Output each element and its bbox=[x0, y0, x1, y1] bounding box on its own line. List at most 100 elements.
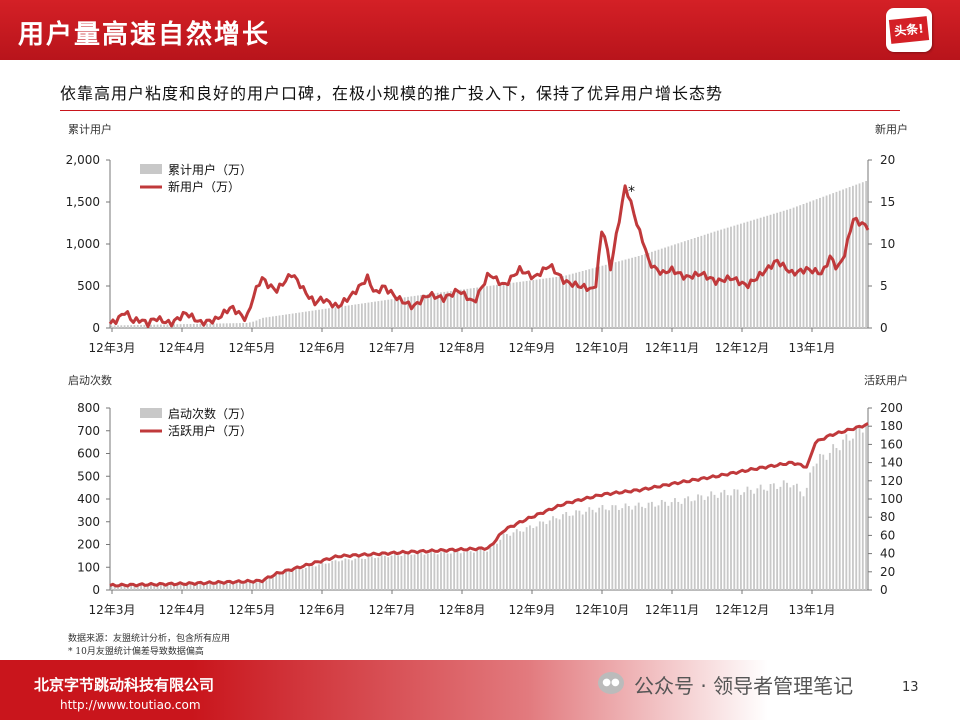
bar bbox=[654, 250, 657, 328]
bar bbox=[492, 544, 495, 590]
bar bbox=[680, 242, 683, 328]
bar bbox=[753, 493, 755, 590]
bar bbox=[374, 301, 376, 328]
bar bbox=[736, 489, 739, 590]
bar bbox=[522, 281, 525, 328]
bar bbox=[235, 323, 238, 328]
bar bbox=[113, 585, 116, 590]
bar bbox=[522, 531, 525, 590]
bar bbox=[364, 559, 367, 590]
page-number: 13 bbox=[902, 680, 919, 695]
bar bbox=[443, 551, 446, 590]
bar bbox=[202, 583, 205, 590]
bar bbox=[512, 532, 515, 590]
bar bbox=[232, 323, 235, 328]
bar bbox=[562, 276, 564, 328]
bar bbox=[189, 584, 192, 590]
bar bbox=[812, 200, 815, 328]
right-tick-label: 120 bbox=[880, 474, 903, 488]
left-tick-label: 300 bbox=[77, 515, 100, 529]
legend-line-label: 活跃用户（万） bbox=[168, 423, 252, 438]
bar bbox=[509, 283, 512, 328]
bar bbox=[627, 506, 630, 590]
bar bbox=[542, 521, 545, 590]
bar bbox=[314, 566, 317, 590]
x-tick-label: 13年1月 bbox=[789, 341, 836, 355]
bar bbox=[822, 196, 825, 328]
left-tick-label: 0 bbox=[92, 321, 100, 335]
bar bbox=[380, 555, 383, 590]
bar bbox=[456, 290, 459, 328]
right-tick-label: 200 bbox=[880, 401, 903, 415]
bar bbox=[604, 509, 607, 590]
bar bbox=[799, 205, 802, 328]
left-axis-label: 启动次数 bbox=[68, 373, 112, 387]
bar bbox=[611, 263, 614, 328]
bar bbox=[650, 501, 653, 590]
bar bbox=[288, 571, 291, 590]
website-link[interactable]: http://www.toutiao.com bbox=[60, 698, 201, 712]
bar bbox=[660, 248, 663, 328]
bar bbox=[113, 325, 116, 328]
bar bbox=[637, 256, 640, 328]
page-title: 用户量高速自然增长 bbox=[18, 20, 271, 50]
bar bbox=[713, 494, 716, 590]
right-axis-label: 活跃用户 bbox=[864, 373, 908, 387]
bar bbox=[641, 255, 643, 328]
left-tick-label: 2,000 bbox=[66, 153, 100, 167]
bar bbox=[703, 499, 706, 590]
bar bbox=[479, 549, 482, 590]
bar bbox=[660, 499, 663, 590]
bar bbox=[525, 280, 528, 328]
bar bbox=[110, 325, 113, 328]
bar bbox=[449, 553, 452, 590]
bar bbox=[159, 324, 162, 328]
bar bbox=[153, 324, 156, 328]
right-tick-label: 100 bbox=[880, 492, 903, 506]
bar bbox=[512, 282, 515, 328]
legend-bar-swatch bbox=[140, 408, 162, 418]
bar bbox=[815, 199, 818, 328]
bar bbox=[295, 569, 297, 590]
bar bbox=[354, 304, 357, 328]
bar bbox=[809, 472, 811, 590]
bar bbox=[739, 223, 742, 328]
bar bbox=[278, 315, 281, 328]
bar bbox=[410, 554, 413, 590]
bar bbox=[644, 508, 647, 590]
bar bbox=[505, 534, 508, 590]
right-tick-label: 60 bbox=[880, 528, 895, 542]
bar bbox=[258, 581, 261, 590]
bar bbox=[482, 551, 485, 590]
bar bbox=[423, 554, 426, 590]
bar bbox=[723, 228, 726, 328]
bar bbox=[848, 187, 851, 328]
bar bbox=[453, 290, 456, 328]
bar bbox=[825, 459, 828, 590]
right-tick-label: 20 bbox=[880, 565, 895, 579]
bar bbox=[453, 551, 456, 590]
bar bbox=[621, 508, 624, 590]
bar bbox=[140, 584, 142, 590]
left-tick-label: 400 bbox=[77, 492, 100, 506]
bar bbox=[479, 287, 482, 328]
bar bbox=[621, 260, 624, 328]
bar bbox=[110, 585, 113, 590]
bar bbox=[700, 495, 703, 590]
x-tick-label: 12年3月 bbox=[89, 603, 136, 617]
bar bbox=[311, 310, 314, 328]
bar bbox=[802, 496, 805, 590]
bar bbox=[308, 565, 311, 590]
bar bbox=[496, 543, 498, 590]
bar bbox=[802, 203, 805, 328]
bar bbox=[140, 324, 142, 328]
x-tick-label: 12年7月 bbox=[369, 603, 416, 617]
bar bbox=[825, 195, 828, 328]
bar bbox=[812, 466, 815, 590]
bar bbox=[311, 566, 314, 590]
bar bbox=[776, 212, 779, 328]
bar bbox=[852, 438, 854, 590]
bar bbox=[212, 323, 215, 328]
bar bbox=[176, 324, 179, 328]
legend-bar-swatch bbox=[140, 164, 162, 174]
